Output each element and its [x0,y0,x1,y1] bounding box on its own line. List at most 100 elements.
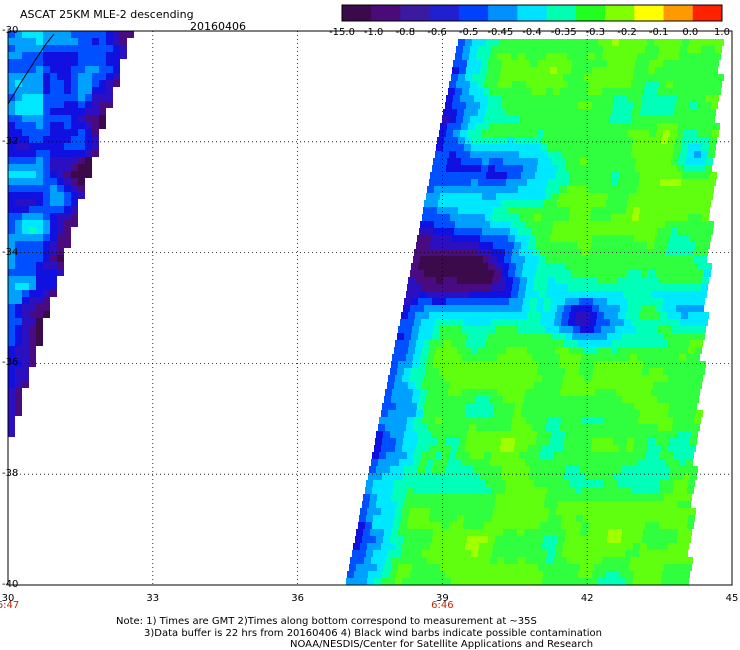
swath-pixel [612,340,619,347]
swath-pixel [622,361,629,368]
swath-pixel [568,487,575,494]
swath-pixel [664,494,671,501]
colorbar-segment [488,5,518,21]
swath-pixel [485,179,492,186]
swath-pixel [346,578,353,585]
swath-pixel [22,185,29,192]
swath-pixel [653,515,660,522]
swath-pixel [382,403,389,410]
swath-pixel [620,473,627,480]
swath-pixel [566,361,573,368]
swath-pixel [637,354,644,361]
swath-pixel [417,403,424,410]
swath-pixel [626,340,633,347]
swath-pixel [469,53,476,60]
swath-pixel [581,424,588,431]
swath-pixel [660,179,667,186]
swath-pixel [613,200,620,207]
swath-pixel [528,445,535,452]
swath-pixel [418,298,425,305]
swath-pixel [78,150,85,157]
swath-pixel [628,333,635,340]
swath-pixel [564,67,571,74]
swath-pixel [671,158,678,165]
swath-pixel [36,220,43,227]
swath-pixel [623,389,630,396]
swath-pixel [438,438,445,445]
swath-pixel [591,242,598,249]
swath-pixel [64,87,71,94]
swath-pixel [453,501,460,508]
swath-pixel [634,67,641,74]
swath-pixel [701,116,708,123]
swath-pixel [489,158,496,165]
swath-pixel [22,171,29,178]
swath-pixel [522,270,529,277]
swath-pixel [601,228,608,235]
swath-pixel [471,109,478,116]
swath-pixel [449,151,456,158]
swath-pixel [621,501,628,508]
swath-pixel [15,262,22,269]
swath-pixel [537,536,544,543]
swath-pixel [677,130,684,137]
swath-pixel [543,438,550,445]
swath-pixel [555,515,562,522]
swath-pixel [508,200,515,207]
swath-pixel [519,116,526,123]
swath-pixel [50,164,57,171]
swath-pixel [468,529,475,536]
swath-pixel [670,431,677,438]
swath-pixel [647,242,654,249]
swath-pixel [57,31,64,38]
swath-pixel [8,52,15,59]
swath-pixel [92,87,99,94]
swath-pixel [504,256,511,263]
swath-pixel [591,543,598,550]
swath-pixel [480,473,487,480]
swath-pixel [466,270,473,277]
swath-pixel [422,550,429,557]
swath-pixel [397,333,404,340]
swath-pixel [504,557,511,564]
swath-pixel [643,529,650,536]
swath-pixel [516,501,523,508]
swath-pixel [692,193,699,200]
swath-pixel [368,473,375,480]
swath-pixel [535,445,542,452]
swath-pixel [29,136,36,143]
swath-pixel [494,270,501,277]
swath-pixel [531,494,538,501]
swath-pixel [610,487,617,494]
swath-pixel [488,60,495,67]
swath-pixel [554,417,561,424]
swath-pixel [555,347,562,354]
swath-pixel [659,249,666,256]
swath-pixel [662,235,669,242]
swath-pixel [614,60,621,67]
swath-pixel [456,522,463,529]
swath-pixel [71,80,78,87]
swath-pixel [539,424,546,431]
swath-pixel [647,39,654,46]
swath-pixel [401,382,408,389]
swath-pixel [639,480,646,487]
swath-pixel [557,305,564,312]
swath-pixel [498,81,505,88]
swath-pixel [583,515,590,522]
swath-pixel [536,102,543,109]
swath-pixel [85,157,92,164]
swath-pixel [706,123,713,130]
swath-pixel [502,431,509,438]
swath-pixel [445,102,452,109]
swath-pixel [701,46,708,53]
swath-pixel [451,74,458,81]
swath-pixel [418,333,425,340]
swath-pixel [563,410,570,417]
swath-pixel [691,298,698,305]
swath-pixel [442,319,449,326]
swath-pixel [675,172,682,179]
swath-pixel [663,333,670,340]
swath-pixel [563,445,570,452]
swath-pixel [544,536,551,543]
